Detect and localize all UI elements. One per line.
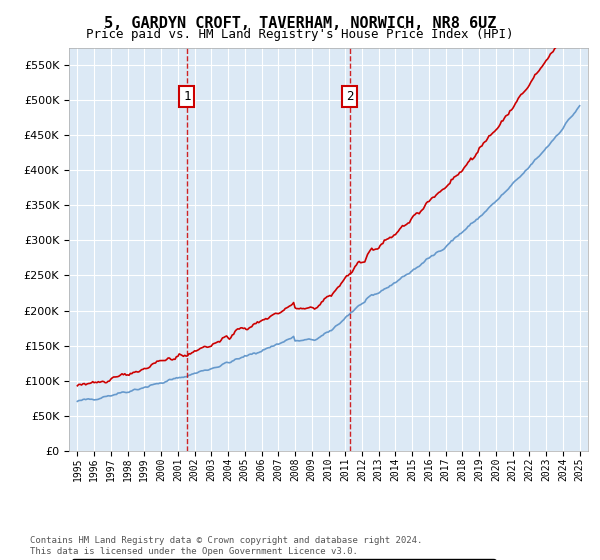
Text: Contains HM Land Registry data © Crown copyright and database right 2024.
This d: Contains HM Land Registry data © Crown c… — [30, 536, 422, 556]
Legend: 5, GARDYN CROFT, TAVERHAM, NORWICH, NR8 6UZ (detached house), HPI: Average price: 5, GARDYN CROFT, TAVERHAM, NORWICH, NR8 … — [71, 559, 496, 560]
Text: Price paid vs. HM Land Registry's House Price Index (HPI): Price paid vs. HM Land Registry's House … — [86, 28, 514, 41]
Text: 2: 2 — [346, 90, 353, 103]
Text: 1: 1 — [183, 90, 191, 103]
Text: 5, GARDYN CROFT, TAVERHAM, NORWICH, NR8 6UZ: 5, GARDYN CROFT, TAVERHAM, NORWICH, NR8 … — [104, 16, 496, 31]
